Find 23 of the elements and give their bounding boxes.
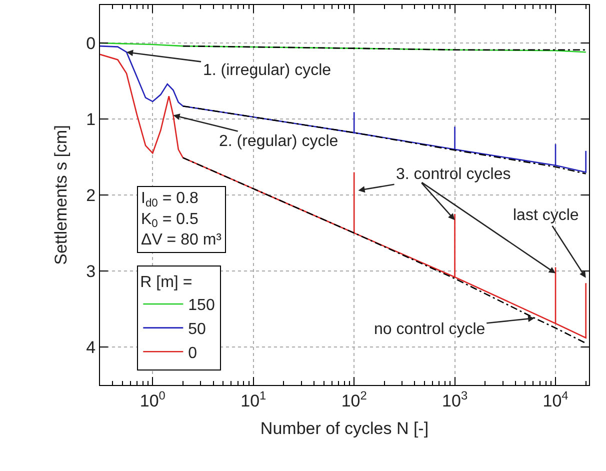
x-tick-label: 10$^{1}$ (240, 388, 267, 410)
x-tick-label: 10$^{4}$ (542, 388, 569, 410)
annotation: last cycle (513, 207, 579, 224)
legend-label: 0 (188, 344, 198, 362)
x-tick-label: 10$^{3}$ (442, 388, 468, 410)
y-tick-label: 1 (86, 110, 96, 129)
legend-label: 50 (188, 321, 206, 338)
annotation: K$_{0}$ = 0.5 (141, 210, 198, 230)
x-tick-label: 10$^{0}$ (140, 388, 166, 410)
annotation: no control cycle (374, 321, 486, 338)
annotation: I$_{d0}$ = 0.8 (141, 190, 198, 210)
annotation: ΔV = 80 m³ (141, 232, 222, 249)
annotation: 3. control cycles (396, 166, 511, 183)
y-tick-label: 3 (86, 262, 96, 281)
y-axis-title: Settlements s [cm] (52, 125, 71, 265)
x-axis-title: Number of cycles N [-] (260, 418, 429, 438)
y-tick-label: 0 (86, 34, 96, 53)
y-tick-label: 2 (86, 186, 96, 205)
annotation: 2. (regular) cycle (219, 133, 338, 150)
legend-title: R [m] = (140, 274, 192, 292)
annotation: 1. (irregular) cycle (203, 62, 332, 79)
x-tick-label: 10$^{2}$ (341, 388, 368, 410)
y-tick-label: 4 (86, 338, 96, 357)
